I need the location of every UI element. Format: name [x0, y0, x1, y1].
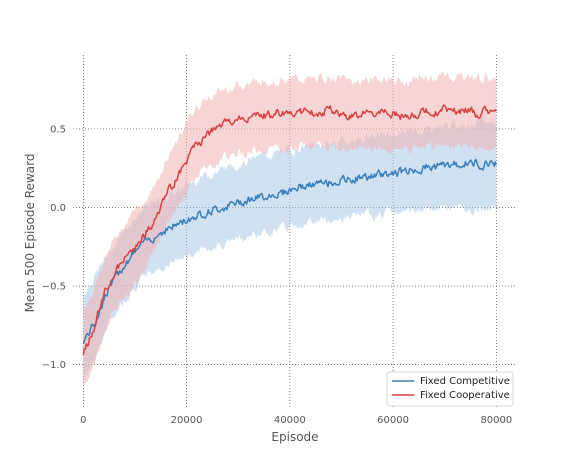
x-tick-label: 0 — [80, 415, 86, 426]
series-line-fixed-competitive — [82, 158, 498, 344]
x-axis-label: Episode — [271, 430, 318, 444]
series-lines — [82, 104, 498, 355]
series-line-fixed-cooperative — [82, 104, 497, 355]
x-tick-label: 60000 — [377, 415, 409, 426]
confidence-bands — [83, 71, 497, 385]
x-tick-label: 80000 — [480, 415, 512, 426]
y-tick-label: −1.0 — [42, 360, 66, 371]
legend-label-fixed-competitive: Fixed Competitive — [420, 376, 510, 387]
legend-label-fixed-cooperative: Fixed Cooperative — [420, 390, 510, 401]
legend-box — [386, 371, 514, 407]
y-tick-label: 0.5 — [50, 124, 66, 135]
tick-labels: 0 20000 40000 60000 80000 −1.0 −0.5 0.0 0.5 — [42, 124, 513, 426]
x-tick-label: 20000 — [171, 415, 203, 426]
band-fixed-cooperative — [83, 71, 497, 385]
x-tick-label: 40000 — [274, 415, 306, 426]
y-axis-label: Mean 500 Episode Reward — [23, 154, 37, 313]
y-tick-label: 0.0 — [50, 203, 66, 214]
y-tick-label: −0.5 — [42, 282, 66, 293]
legend: Fixed Competitive Fixed Cooperative — [386, 371, 514, 407]
